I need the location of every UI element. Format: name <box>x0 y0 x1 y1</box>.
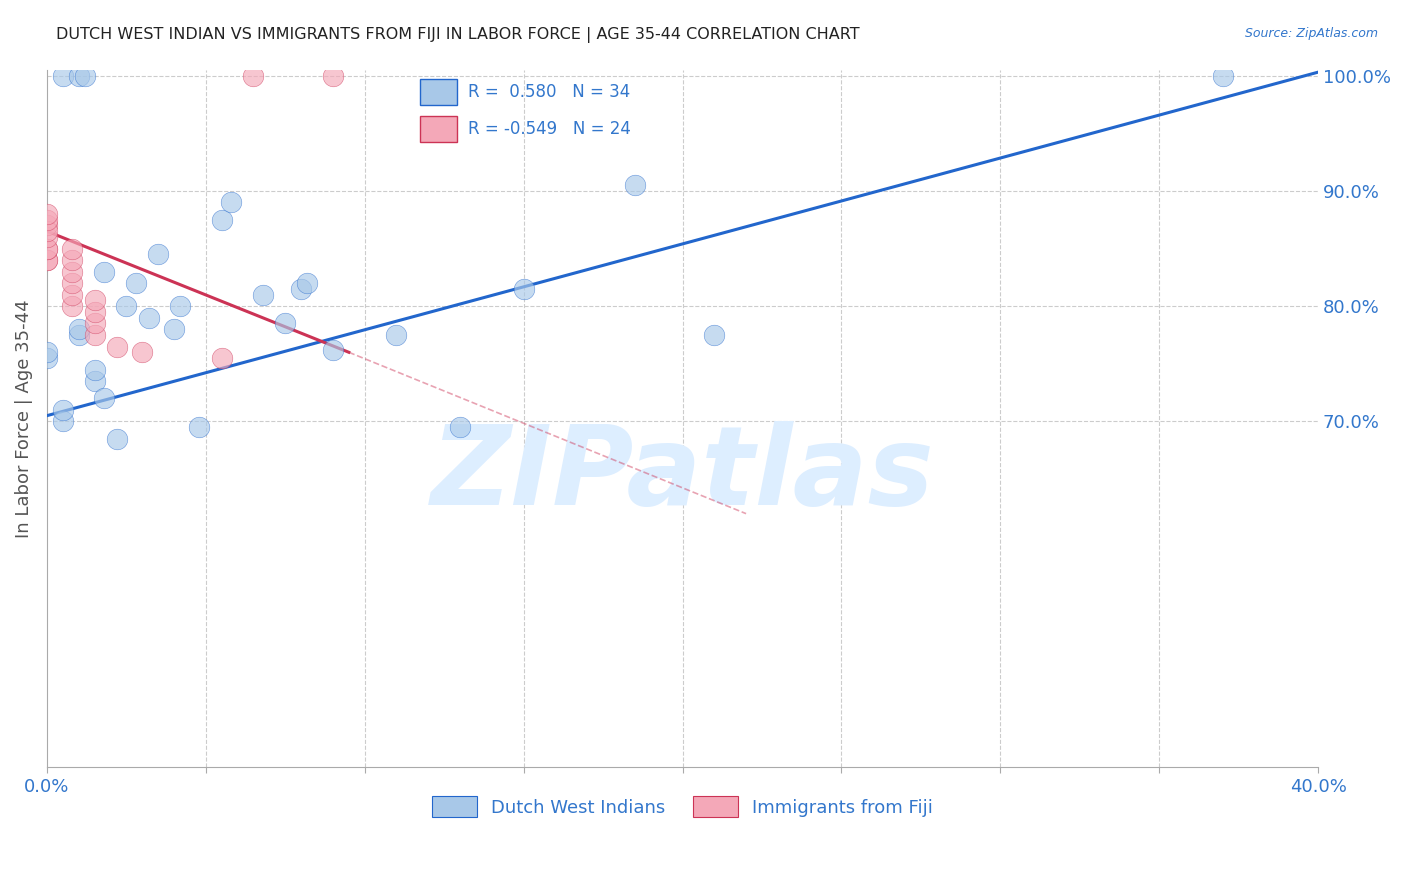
Point <box>83 362 105 376</box>
Point <box>35 212 58 227</box>
Point <box>322 69 344 83</box>
Point <box>105 432 128 446</box>
Point <box>67 69 90 83</box>
Point <box>35 219 58 233</box>
Point <box>512 282 534 296</box>
Point <box>60 264 83 278</box>
Point <box>35 345 58 359</box>
Point <box>242 69 264 83</box>
Point <box>35 230 58 244</box>
Point <box>188 420 211 434</box>
Point <box>163 322 186 336</box>
Legend: Dutch West Indians, Immigrants from Fiji: Dutch West Indians, Immigrants from Fiji <box>425 789 941 824</box>
Point <box>138 310 160 325</box>
Text: DUTCH WEST INDIAN VS IMMIGRANTS FROM FIJI IN LABOR FORCE | AGE 35-44 CORRELATION: DUTCH WEST INDIAN VS IMMIGRANTS FROM FIJ… <box>56 27 860 43</box>
Point <box>131 345 153 359</box>
Point <box>52 69 75 83</box>
Point <box>35 253 58 268</box>
Point <box>73 69 96 83</box>
Point <box>60 299 83 313</box>
Point <box>219 195 242 210</box>
Point <box>52 403 75 417</box>
Point <box>703 328 725 343</box>
Point <box>83 374 105 388</box>
Point <box>35 242 58 256</box>
Point <box>322 343 344 357</box>
Point <box>93 392 115 406</box>
Point <box>67 322 90 336</box>
Point <box>125 276 148 290</box>
Point <box>52 414 75 428</box>
Point <box>67 328 90 343</box>
Point <box>35 253 58 268</box>
Point <box>297 276 319 290</box>
Point <box>449 420 471 434</box>
Point <box>35 207 58 221</box>
Point <box>60 276 83 290</box>
Point <box>35 224 58 238</box>
Point <box>385 328 408 343</box>
Point <box>60 253 83 268</box>
Text: Source: ZipAtlas.com: Source: ZipAtlas.com <box>1244 27 1378 40</box>
Point <box>115 299 138 313</box>
Point <box>274 317 297 331</box>
Point <box>624 178 647 193</box>
Point <box>83 305 105 319</box>
Point <box>35 351 58 365</box>
Point <box>169 299 191 313</box>
Point <box>60 287 83 301</box>
Text: ZIPatlas: ZIPatlas <box>430 421 935 528</box>
Point <box>252 287 274 301</box>
Point <box>93 264 115 278</box>
Point <box>211 351 233 365</box>
Point <box>1212 69 1234 83</box>
Point <box>105 339 128 353</box>
Point <box>83 293 105 308</box>
Point <box>290 282 312 296</box>
Y-axis label: In Labor Force | Age 35-44: In Labor Force | Age 35-44 <box>15 299 32 538</box>
Point <box>146 247 169 261</box>
Point <box>35 242 58 256</box>
Point <box>83 317 105 331</box>
Point <box>83 328 105 343</box>
Point <box>60 242 83 256</box>
Point <box>211 212 233 227</box>
